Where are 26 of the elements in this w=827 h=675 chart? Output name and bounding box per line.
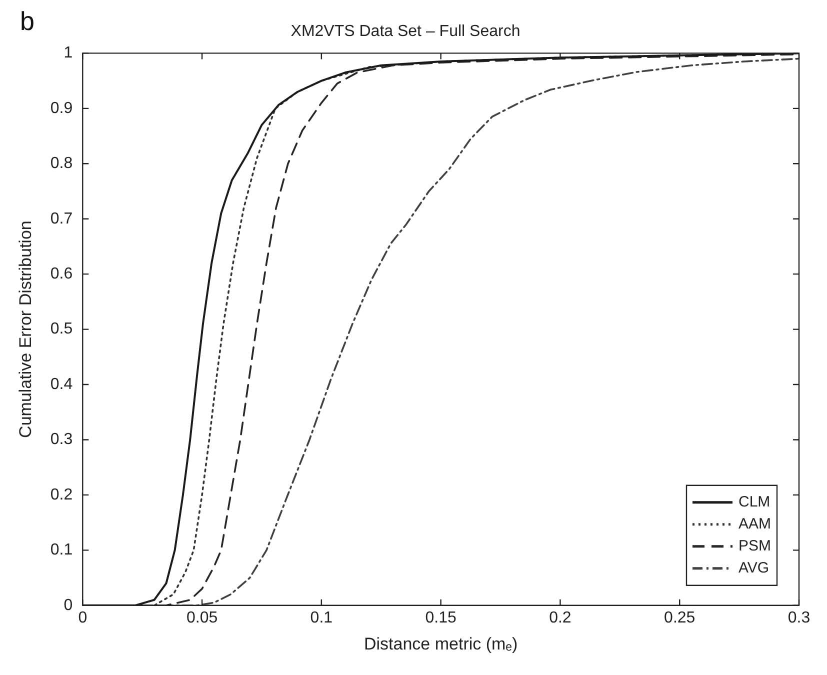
chart-title: XM2VTS Data Set – Full Search (290, 23, 520, 40)
y-tick-label: 0.2 (50, 486, 73, 504)
x-tick-label: 0.1 (310, 609, 333, 626)
x-tick-label: 0.3 (788, 609, 810, 626)
y-tick-label: 0.4 (50, 376, 73, 393)
x-tick-label: 0.2 (549, 609, 572, 626)
x-tick-label: 0 (78, 609, 88, 626)
text: b (20, 6, 34, 36)
x-tick-label: 0.15 (425, 609, 456, 626)
y-tick-label: 0.3 (50, 431, 73, 448)
legend-label: CLM (738, 494, 770, 511)
y-tick-label: 0.8 (50, 155, 73, 172)
legend-label: AAM (738, 516, 772, 533)
y-axis-title: Cumulative Error Distribution (16, 220, 35, 438)
y-tick-label: 0.1 (50, 542, 73, 559)
y-tick-label: 0.9 (50, 100, 73, 117)
x-tick-label: 0.05 (186, 609, 218, 626)
y-tick-label: 0 (64, 596, 73, 614)
y-tick-label: 0.5 (50, 320, 73, 338)
y-tick-label: 0.7 (50, 210, 73, 228)
x-axis-title: Distance metric (mₑ) (364, 634, 518, 654)
legend-label: PSM (738, 538, 772, 555)
y-tick-label: 0.6 (50, 265, 73, 282)
y-tick-label: 1 (64, 44, 73, 62)
legend-label: AVG (738, 560, 770, 577)
x-tick-label: 0.25 (664, 609, 696, 626)
